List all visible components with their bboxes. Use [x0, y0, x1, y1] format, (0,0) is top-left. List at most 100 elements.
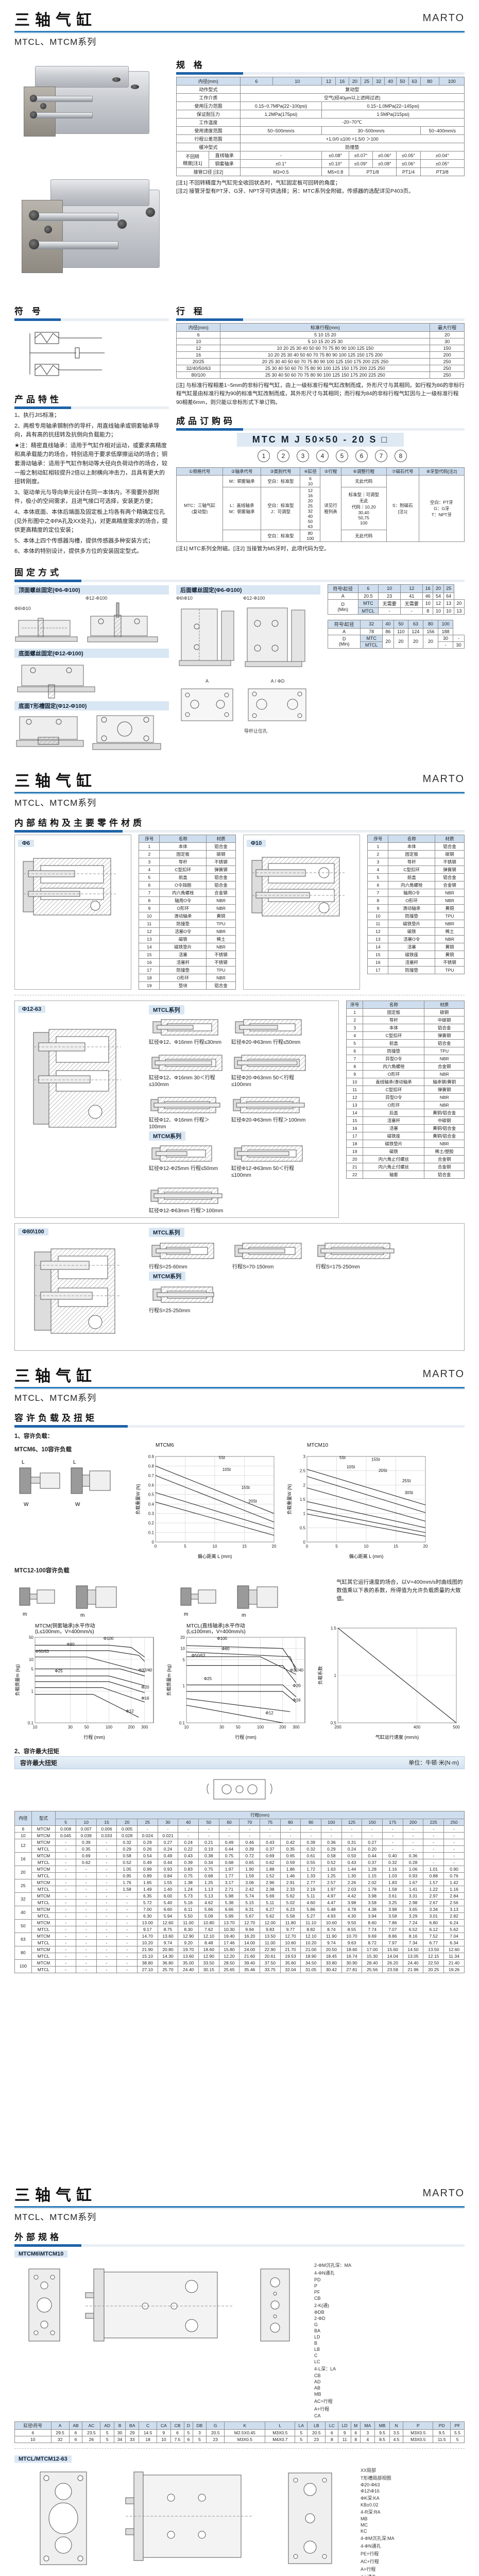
section-title-stroke: 行 程 [176, 307, 206, 316]
section-features: 产品特性 [14, 392, 169, 409]
svg-text:5: 5 [183, 1657, 185, 1662]
svg-text:Φ16: Φ16 [141, 1696, 149, 1701]
list-item: P [314, 2283, 318, 2289]
dim-1263-label: MTCL/MTCM12-63 [14, 2455, 72, 2463]
mount-label-top: 顶面螺丝固定(Φ6-Φ100) [14, 585, 169, 595]
svg-text:30St: 30St [405, 1490, 414, 1495]
list-item: 1 [258, 449, 270, 462]
product-photo-small [14, 50, 169, 159]
list-item: 2 [277, 449, 289, 462]
torque-banner: 容许最大扭矩 单位：牛顿·米(N·m) [14, 1756, 465, 1769]
list-item: 2-K(通) [314, 2302, 329, 2308]
svg-text:Φ25: Φ25 [55, 1669, 63, 1673]
list-item: LC [314, 2359, 320, 2364]
list-item: 4-R深:RA [361, 2509, 381, 2515]
list-item: 4、本体底面、本体后端面及固定板上均各有两个精确定位孔(见外形图中之ΦPA孔及X… [14, 509, 168, 534]
svg-text:25St: 25St [402, 1479, 411, 1483]
list-item: PE+行程 [361, 2551, 379, 2556]
dim-m610-sideview [85, 2268, 233, 2342]
order-code: MTC M J 50×50 - 20 S □ [236, 432, 404, 447]
list-item: 4-L通孔 [361, 2573, 395, 2576]
svg-text:100: 100 [106, 1725, 113, 1730]
mount-table-1: 符号\缸径 6 10 12 16 20 25 A 20.5 23 41 46 54 64 D (Min) MT… [328, 584, 465, 615]
dim-m610-label: MTCM6\MTCM10 [14, 2250, 68, 2258]
svg-text:MTCL(直线轴承)水平作动: MTCL(直线轴承)水平作动 [186, 1622, 245, 1629]
section-title-spec: 规 格 [176, 60, 206, 70]
section-stroke: 行 程 [176, 304, 465, 321]
cutaway-d6-panel: Φ6 [14, 834, 132, 990]
list-item: 8 [395, 449, 407, 462]
page-3: MARTO 三轴气缸 MTCL、MTCM系列 容许负载及扭矩 1、容许负载： M… [0, 1355, 479, 2175]
mtcm-variants-80: 行程S=25-250mm [149, 1282, 461, 1314]
list-item: 1、执行JIS标准； [14, 412, 60, 418]
list-item: KB±0.02 [361, 2502, 379, 2507]
section-title-mount: 固定方式 [14, 567, 62, 578]
mount-drawing-rear-small [179, 608, 234, 666]
svg-text:15St: 15St [371, 1457, 380, 1462]
mtcl-series-label-80: MTCL系列 [149, 1227, 184, 1237]
svg-text:MTCM10: MTCM10 [307, 1443, 329, 1448]
svg-text:0.7: 0.7 [148, 1473, 155, 1478]
mount-drawing-tslot-side [16, 716, 84, 747]
svg-text:L: L [73, 1460, 76, 1465]
order-table: ①规格代号 ②轴承代号 ③类别代号 ④缸径 ⑤行程 ⑥调整行程 ⑦磁石代号 ⑧牙型代码[注2]… [176, 467, 465, 542]
torque-banner-title: 容许最大扭矩 [20, 1759, 58, 1767]
series-label: MTCL、MTCM系列 [14, 2212, 97, 2222]
list-item: 6、本体的特别设计，提供多方位的安装固定型式。 [14, 548, 143, 555]
svg-text:0.3: 0.3 [148, 1512, 155, 1516]
page-title: 三轴气缸 [14, 772, 97, 790]
torque-sub2: 2、容许最大扭矩 [14, 1748, 59, 1755]
page-title: 三轴气缸 [14, 2187, 97, 2204]
page-title: 三轴气缸 [14, 1367, 97, 1385]
dim-1263-annotations: XX局部 T形槽局部视图 Φ20-Φ63 Φ12\Φ16 ΦK深:KA KB±0.02 4-… [361, 2467, 395, 2576]
brand-logo: MARTO [422, 12, 465, 24]
svg-text:Φ50/63: Φ50/63 [36, 1649, 49, 1654]
list-item: B [314, 2340, 318, 2346]
svg-text:Φ20: Φ20 [141, 1685, 149, 1690]
mount-label-tslot: 底面T形槽固定(Φ12-Φ100) [14, 701, 169, 710]
list-item: 4-ΦM沉孔深:MA [361, 2535, 395, 2541]
list-item: G [314, 2321, 318, 2327]
list-item: A+行程 [361, 2566, 376, 2572]
mount-dim-a2-label: A [270, 678, 274, 684]
section-spec: 规 格 [176, 58, 465, 75]
list-item: 4 [316, 449, 329, 462]
svg-text:300: 300 [293, 1725, 300, 1730]
section-title-symbol: 符 号 [14, 307, 44, 316]
list-item: ΦDB [314, 2309, 324, 2315]
svg-text:10: 10 [213, 1544, 217, 1549]
stroke-table: 内径(mm) 标准行程(mm) 最大行程 6 5 10 15 20 20 10 5 10 15… [176, 323, 465, 379]
parts-table-d10: 序号 名称 材质 1 本体 铝合金 2 固定板 碳钢 3 导杆 不锈钢 4 C型扣环 弹簧钢 5 前盖 铝合金 6 内… [367, 834, 465, 974]
svg-text:1: 1 [183, 1684, 185, 1688]
mount-drawing-bottom [17, 665, 95, 699]
spec-table: 内径(mm) 6 10 12 16 20 25 32 40 50 63 80 100 动作型式 复动型 工作介… [176, 77, 465, 176]
section-symbol: 符 号 [14, 304, 169, 321]
svg-text:m: m [184, 1612, 188, 1617]
svg-text:Φ80: Φ80 [66, 1642, 75, 1647]
list-item: CB [314, 2295, 321, 2301]
mount-label-bottom: 底面螺丝固定(Φ12-Φ100) [14, 648, 169, 658]
list-item: KC [361, 2528, 367, 2534]
list-item: 4-ΦN通孔 [361, 2543, 381, 2549]
parts-table-d1263: 序号 名称 材质 1 固定板 碳钢 2 导杆 中碳钢 3 本体 铝合金 4 C型扣环 弹簧钢 5 前盖 铝合金 6 防… [346, 1000, 465, 1179]
section-title-external: 外部规格 [14, 2232, 62, 2242]
svg-text:10: 10 [29, 1657, 33, 1662]
torque-unit: 单位：牛顿·米(N·m) [408, 1760, 459, 1767]
brand-logo: MARTO [422, 2187, 465, 2199]
list-item: LB [314, 2346, 320, 2352]
brand-logo: MARTO [422, 773, 465, 785]
section-order: 成品订购码 [176, 414, 465, 431]
svg-text:0.1: 0.1 [148, 1531, 155, 1535]
svg-text:Φ100: Φ100 [217, 1636, 227, 1641]
svg-text:200: 200 [279, 1725, 286, 1730]
page-title: 三轴气缸 [14, 12, 97, 29]
svg-text:10: 10 [33, 1725, 38, 1730]
svg-text:0.2: 0.2 [148, 1521, 155, 1526]
list-item: AB [314, 2385, 321, 2391]
svg-text:50: 50 [236, 1725, 241, 1730]
brand-logo: MARTO [422, 1368, 465, 1380]
mtcm-series-label: MTCM系列 [149, 1131, 185, 1141]
section-mount: 固定方式 [14, 565, 465, 582]
svg-text:Φ20: Φ20 [293, 1683, 301, 1688]
